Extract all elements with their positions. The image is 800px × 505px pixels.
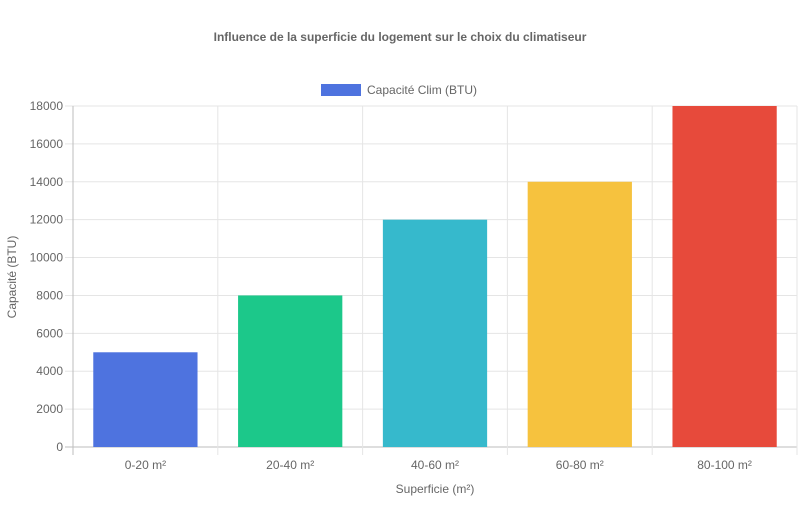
y-tick-label: 0 xyxy=(56,440,63,454)
y-axis: 0 2000 4000 6000 8000 10000 12000 14000 16000 180… xyxy=(30,99,64,454)
y-tick-label: 12000 xyxy=(30,213,64,227)
legend-swatch xyxy=(321,84,361,96)
y-tick-label: 4000 xyxy=(36,364,63,378)
bar[interactable] xyxy=(238,295,343,447)
bar[interactable] xyxy=(672,106,777,447)
x-tick-label: 80-100 m² xyxy=(697,458,752,472)
bar[interactable] xyxy=(93,352,198,447)
y-tick-label: 8000 xyxy=(36,288,63,302)
x-tick-label: 20-40 m² xyxy=(266,458,314,472)
y-tick-label: 16000 xyxy=(30,137,64,151)
x-tick-label: 60-80 m² xyxy=(556,458,604,472)
bar[interactable] xyxy=(527,181,632,447)
y-tick-label: 2000 xyxy=(36,402,63,416)
bars xyxy=(93,106,777,447)
y-tick-label: 6000 xyxy=(36,326,63,340)
y-tick-label: 10000 xyxy=(30,251,64,265)
legend-label: Capacité Clim (BTU) xyxy=(367,83,477,97)
y-tick-label: 18000 xyxy=(30,99,64,113)
y-axis-label: Capacité (BTU) xyxy=(5,236,19,319)
x-tick-label: 40-60 m² xyxy=(411,458,459,472)
bar[interactable] xyxy=(382,219,488,447)
y-tick-label: 14000 xyxy=(30,175,64,189)
x-axis-label: Superficie (m²) xyxy=(396,482,475,496)
x-tick-label: 0-20 m² xyxy=(125,458,166,472)
chart-title: Influence de la superficie du logement s… xyxy=(214,30,587,44)
x-axis: 0-20 m² 20-40 m² 40-60 m² 60-80 m² 80-100 m² xyxy=(125,458,752,472)
legend[interactable]: Capacité Clim (BTU) xyxy=(321,83,477,97)
